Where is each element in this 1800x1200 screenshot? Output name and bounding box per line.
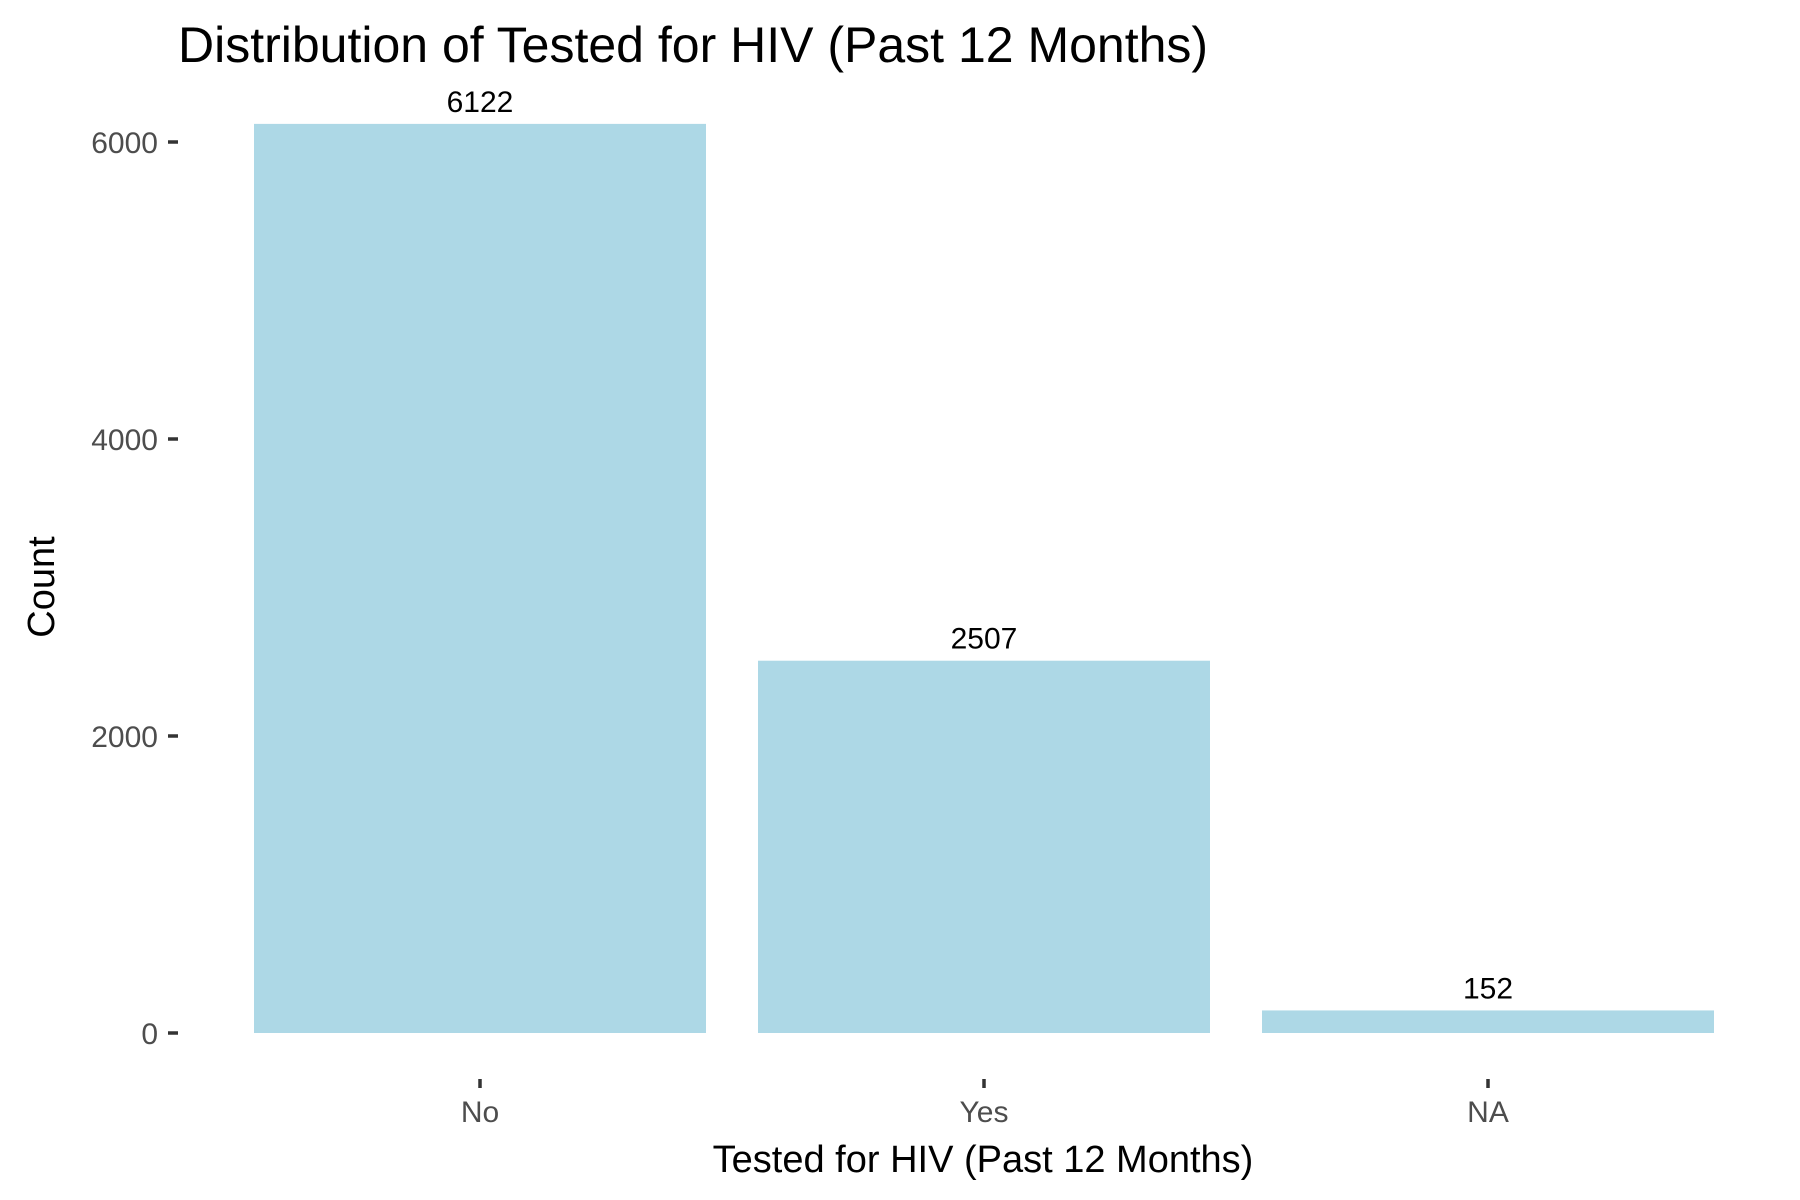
bar-na	[1262, 1010, 1714, 1033]
y-tick-label-2000: 2000	[91, 721, 158, 754]
chart-title: Distribution of Tested for HIV (Past 12 …	[178, 17, 1208, 73]
x-tick-label-na: NA	[1467, 1096, 1509, 1129]
bars-layer	[254, 123, 1714, 1034]
data-label-no: 6122	[447, 86, 514, 119]
y-tick-label-6000: 6000	[91, 127, 158, 160]
bar-yes	[758, 660, 1210, 1033]
y-axis-title: Count	[21, 536, 63, 638]
y-tick-label-0: 0	[141, 1018, 158, 1051]
x-tick-label-yes: Yes	[960, 1096, 1009, 1129]
data-labels-layer: 6122 2507 152	[447, 86, 1513, 1006]
y-axis: 0 2000 4000 6000	[91, 127, 178, 1051]
x-axis: No Yes NA	[461, 1079, 1509, 1129]
x-axis-title: Tested for HIV (Past 12 Months)	[713, 1139, 1254, 1181]
data-label-yes: 2507	[951, 623, 1018, 656]
data-label-na: 152	[1463, 972, 1513, 1005]
x-tick-label-no: No	[461, 1096, 499, 1129]
bar-no	[254, 123, 706, 1034]
y-tick-label-4000: 4000	[91, 424, 158, 457]
